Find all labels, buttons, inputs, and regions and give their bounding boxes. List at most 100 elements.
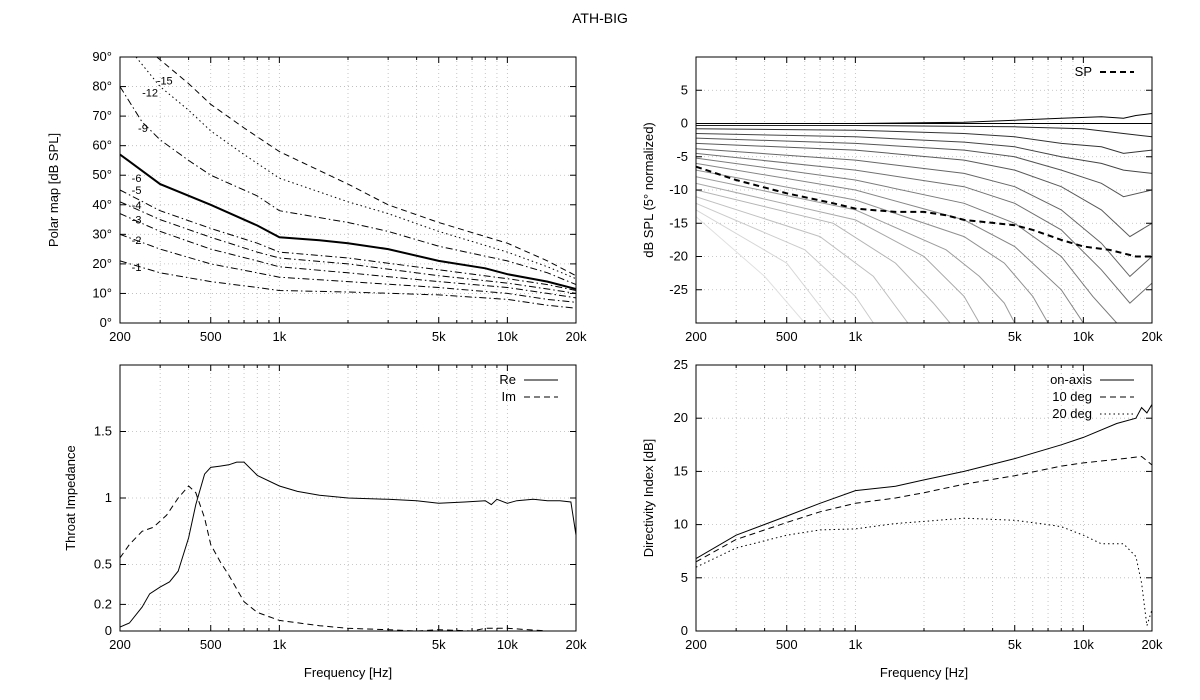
contour-label: -6 <box>132 173 142 185</box>
contour--2-line <box>120 233 576 303</box>
y-tick-label: 0 <box>681 623 688 638</box>
polar-chart: -1 -2 -3 -4 -5-6 -9 -12-15 200 500 1k 5k 10k 20k 0° 10… <box>46 49 587 344</box>
y-tick-label: 0 <box>681 116 688 131</box>
series-17-line <box>696 216 806 323</box>
y-tick-label: 0 <box>105 623 112 638</box>
y-tick-label: 0° <box>100 315 112 330</box>
y-tick-label: 20° <box>92 256 112 271</box>
di-legend: on-axis 10 deg 20 deg <box>1050 372 1134 421</box>
y-tick-label: -25 <box>669 282 688 297</box>
y-tick-label: 80° <box>92 79 112 94</box>
x-tick-label: 20k <box>566 637 587 652</box>
y-tick-label: -5 <box>676 149 688 164</box>
legend-label: SP <box>1075 64 1092 79</box>
y-tick-label: 60° <box>92 138 112 153</box>
figure-title: ATH-BIG <box>572 10 628 26</box>
series-6-line <box>696 148 1152 278</box>
series-7-line <box>696 152 1152 304</box>
y-tick-label: 5 <box>681 82 688 97</box>
impedance-series <box>120 461 576 631</box>
contour--6-line <box>120 153 576 290</box>
contour-label: -15 <box>157 76 173 88</box>
x-tick-label: 500 <box>776 637 798 652</box>
x-tick-label: 10k <box>497 637 518 652</box>
x-tick-label: 200 <box>109 329 131 344</box>
x-tick-label: 500 <box>200 329 222 344</box>
series-12-line <box>696 182 980 323</box>
series-5-line <box>696 142 1152 238</box>
y-tick-label: 10° <box>92 285 112 300</box>
y-tick-label: 0.2 <box>94 596 112 611</box>
impedance-y-axis-label: Throat Impedance <box>63 445 78 551</box>
x-tick-label: 10k <box>1073 637 1094 652</box>
contour--9-line <box>120 86 576 286</box>
polar-series <box>120 57 576 309</box>
polar-grid <box>120 57 576 323</box>
impedance-grid <box>120 365 576 631</box>
polar-y-axis-label: Polar map [dB SPL] <box>46 133 61 247</box>
contour-label: -5 <box>132 185 142 197</box>
legend-label: Im <box>502 389 516 404</box>
x-tick-label: 5k <box>432 329 446 344</box>
series-16-line <box>696 209 834 323</box>
x-tick-label: 5k <box>1008 329 1022 344</box>
x-tick-label: 1k <box>272 637 286 652</box>
impedance-x-axis-label: Frequency [Hz] <box>304 665 392 680</box>
x-tick-label: 1k <box>272 329 286 344</box>
contour--12-line <box>135 57 576 280</box>
x-tick-label: 500 <box>776 329 798 344</box>
y-tick-label: 0.5 <box>94 557 112 572</box>
spl-grid <box>696 57 1152 323</box>
series-2-line <box>696 128 1152 154</box>
y-tick-label: -10 <box>669 182 688 197</box>
y-tick-label: 20 <box>674 410 688 425</box>
contour--1-line <box>120 260 576 309</box>
x-tick-label: 1k <box>848 637 862 652</box>
impedance-legend: Re Im <box>499 372 558 404</box>
y-tick-label: 50° <box>92 167 112 182</box>
legend-label: on-axis <box>1050 372 1092 387</box>
x-tick-label: 5k <box>1008 637 1022 652</box>
series-1-line <box>696 125 1152 138</box>
y-tick-label: 70° <box>92 108 112 123</box>
spl-legend: SP <box>1075 64 1134 79</box>
contour-label: -4 <box>132 200 142 212</box>
legend-label: 20 deg <box>1052 406 1092 421</box>
y-tick-label: 30° <box>92 226 112 241</box>
x-tick-label: 5k <box>432 637 446 652</box>
x-tick-label: 20k <box>1142 329 1163 344</box>
series-0-line <box>696 113 1152 124</box>
series-10-line <box>696 169 1049 323</box>
x-tick-label: 1k <box>848 329 862 344</box>
contour--15-line <box>156 57 576 277</box>
x-tick-label: 20k <box>566 329 587 344</box>
contour-label: -3 <box>132 215 142 227</box>
y-tick-label: -15 <box>669 215 688 230</box>
y-tick-label: -20 <box>669 249 688 264</box>
legend-label: 10 deg <box>1052 389 1092 404</box>
contour-label: -9 <box>138 123 148 135</box>
x-tick-label: 200 <box>685 637 707 652</box>
y-tick-label: 25 <box>674 357 688 372</box>
series-11-line <box>696 176 1016 323</box>
y-tick-label: 90° <box>92 49 112 64</box>
contour-label: -1 <box>132 262 142 274</box>
x-tick-label: 10k <box>1073 329 1094 344</box>
contour-label: -2 <box>132 235 142 247</box>
10-deg-line <box>696 455 1152 563</box>
contour-label: -12 <box>142 87 158 99</box>
x-tick-label: 10k <box>497 329 518 344</box>
spl-chart: 200 500 1k 5k 10k 20k 5 0 -5 -10 -15 -20 -25 dB SPL (… <box>641 56 1163 344</box>
di-series <box>696 404 1152 626</box>
contour--4-line <box>120 201 576 294</box>
im-line <box>120 485 576 631</box>
di-grid <box>696 365 1152 631</box>
x-tick-label: 200 <box>685 329 707 344</box>
series-9-line <box>696 162 1084 323</box>
series-13-line <box>696 189 951 323</box>
series-14-line <box>696 196 909 323</box>
sp-line <box>696 165 1152 258</box>
on-axis-line <box>696 404 1152 560</box>
y-tick-label: 15 <box>674 463 688 478</box>
series-4-line <box>696 137 1152 198</box>
